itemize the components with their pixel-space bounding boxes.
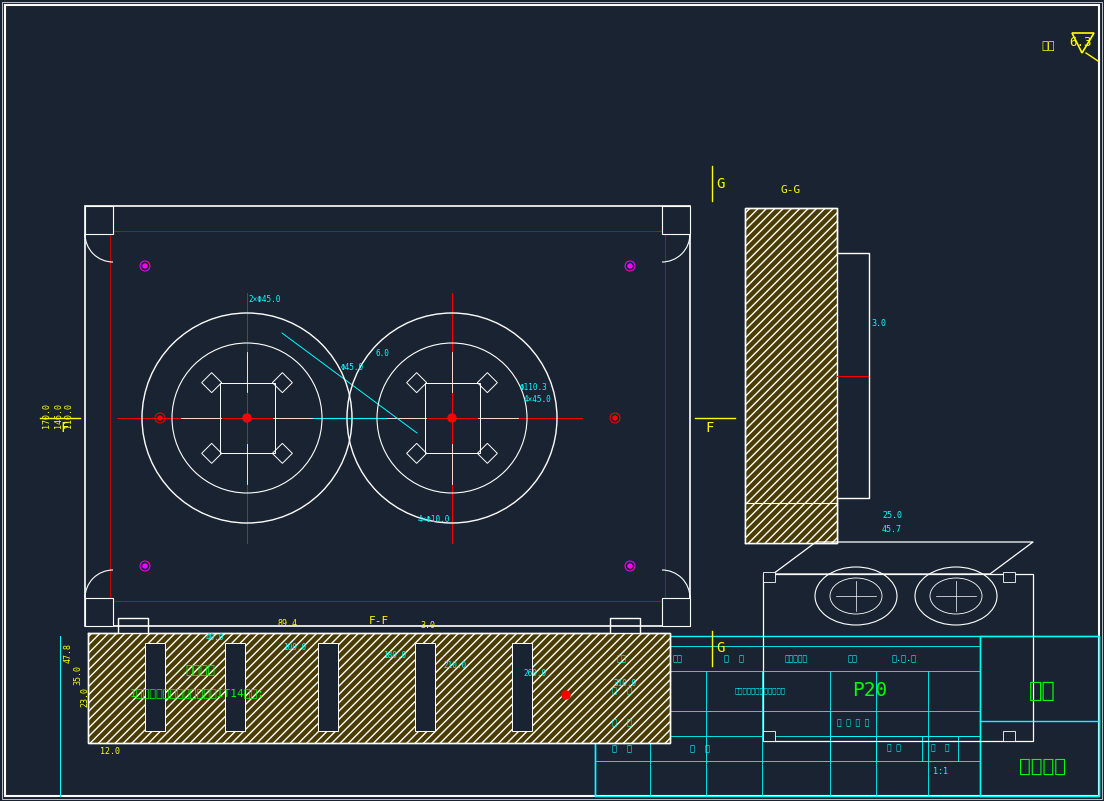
Bar [763,731,775,741]
Bar [88,633,670,743]
Text: 比  例: 比 例 [931,743,949,752]
Text: 3.0: 3.0 [871,319,887,328]
Circle shape [158,416,162,420]
Text: 35.0: 35.0 [74,665,83,685]
Text: 47.8: 47.8 [64,642,73,662]
Text: 1:1: 1:1 [933,767,947,775]
Text: F: F [705,421,714,435]
Bar [110,231,665,601]
Text: G: G [715,641,724,655]
Text: F-F: F-F [369,616,389,626]
Text: Φ45.0: Φ45.0 [340,364,363,372]
Bar [225,643,245,731]
Text: 批准化（签名）（年月日）: 批准化（签名）（年月日） [734,688,786,694]
Text: 100.0: 100.0 [284,642,307,651]
Text: 2×Φ45.0: 2×Φ45.0 [248,296,282,304]
Bar [512,643,532,731]
Text: 25.0: 25.0 [882,510,902,520]
Text: 准  准: 准 准 [690,744,710,754]
Text: 年.月.日: 年.月.日 [892,654,916,663]
Text: 标记: 标记 [617,654,627,663]
Bar [763,574,1033,741]
Bar [220,383,275,453]
Text: 单  核: 单 核 [612,718,631,727]
Circle shape [144,564,147,568]
Text: 1、图面中未标注的公差按照IT14管控;: 1、图面中未标注的公差按照IT14管控; [130,688,265,698]
Text: 23.0: 23.0 [81,686,89,706]
Text: 3.0: 3.0 [421,622,435,630]
Circle shape [628,564,631,568]
Text: 更改文件号: 更改文件号 [785,654,807,663]
Text: 技术要求: 技术要求 [185,665,215,678]
Text: G: G [715,177,724,191]
Text: 6.3: 6.3 [1069,37,1091,50]
Text: 处数: 处数 [673,654,683,663]
Bar [415,643,435,731]
Text: 45.7: 45.7 [882,525,902,533]
Text: 146.0: 146.0 [53,404,63,429]
Bar [425,383,480,453]
Text: 210.0: 210.0 [444,661,467,670]
Bar [745,503,837,543]
Text: 设  计: 设 计 [612,686,631,695]
Text: 4×45.0: 4×45.0 [523,396,551,405]
Bar [763,572,775,582]
Circle shape [448,414,456,422]
Text: F: F [61,421,70,435]
Bar [145,643,164,731]
Bar [85,206,690,626]
Text: 110.0: 110.0 [64,404,74,429]
Text: 310.0: 310.0 [614,678,637,687]
Circle shape [144,264,147,268]
Circle shape [562,691,570,699]
Text: Φ110.3: Φ110.3 [520,384,548,392]
Bar [980,636,1098,796]
Text: 签名: 签名 [848,654,858,663]
Bar [1004,731,1015,741]
Bar [662,206,690,234]
Text: 6.0: 6.0 [375,348,389,357]
Bar [745,208,837,543]
Text: 阶 段 标 记: 阶 段 标 记 [837,718,869,727]
Text: 重 量: 重 量 [887,743,901,752]
Text: 分  区: 分 区 [724,654,744,663]
Bar [595,636,1098,796]
Circle shape [243,414,251,422]
Text: 型芯: 型芯 [1029,681,1055,701]
Bar [85,206,113,234]
Bar [318,643,338,731]
Text: 4×Φ10.0: 4×Φ10.0 [417,516,450,525]
Circle shape [628,264,631,268]
Text: 工  艺: 工 艺 [612,744,631,754]
Text: 89.4: 89.4 [278,619,298,629]
Text: 170.0: 170.0 [42,404,52,429]
Text: 其余: 其余 [1041,41,1054,51]
Text: 图样代号: 图样代号 [1019,756,1065,775]
Bar [662,598,690,626]
Bar [85,598,113,626]
Bar [1004,572,1015,582]
Text: 180.0: 180.0 [383,651,406,661]
Text: 260.0: 260.0 [523,670,546,678]
Circle shape [613,416,617,420]
Text: P20: P20 [852,682,888,701]
Text: 12.0: 12.0 [100,747,120,756]
Text: G-G: G-G [781,185,802,195]
Text: 40.0: 40.0 [205,634,224,642]
